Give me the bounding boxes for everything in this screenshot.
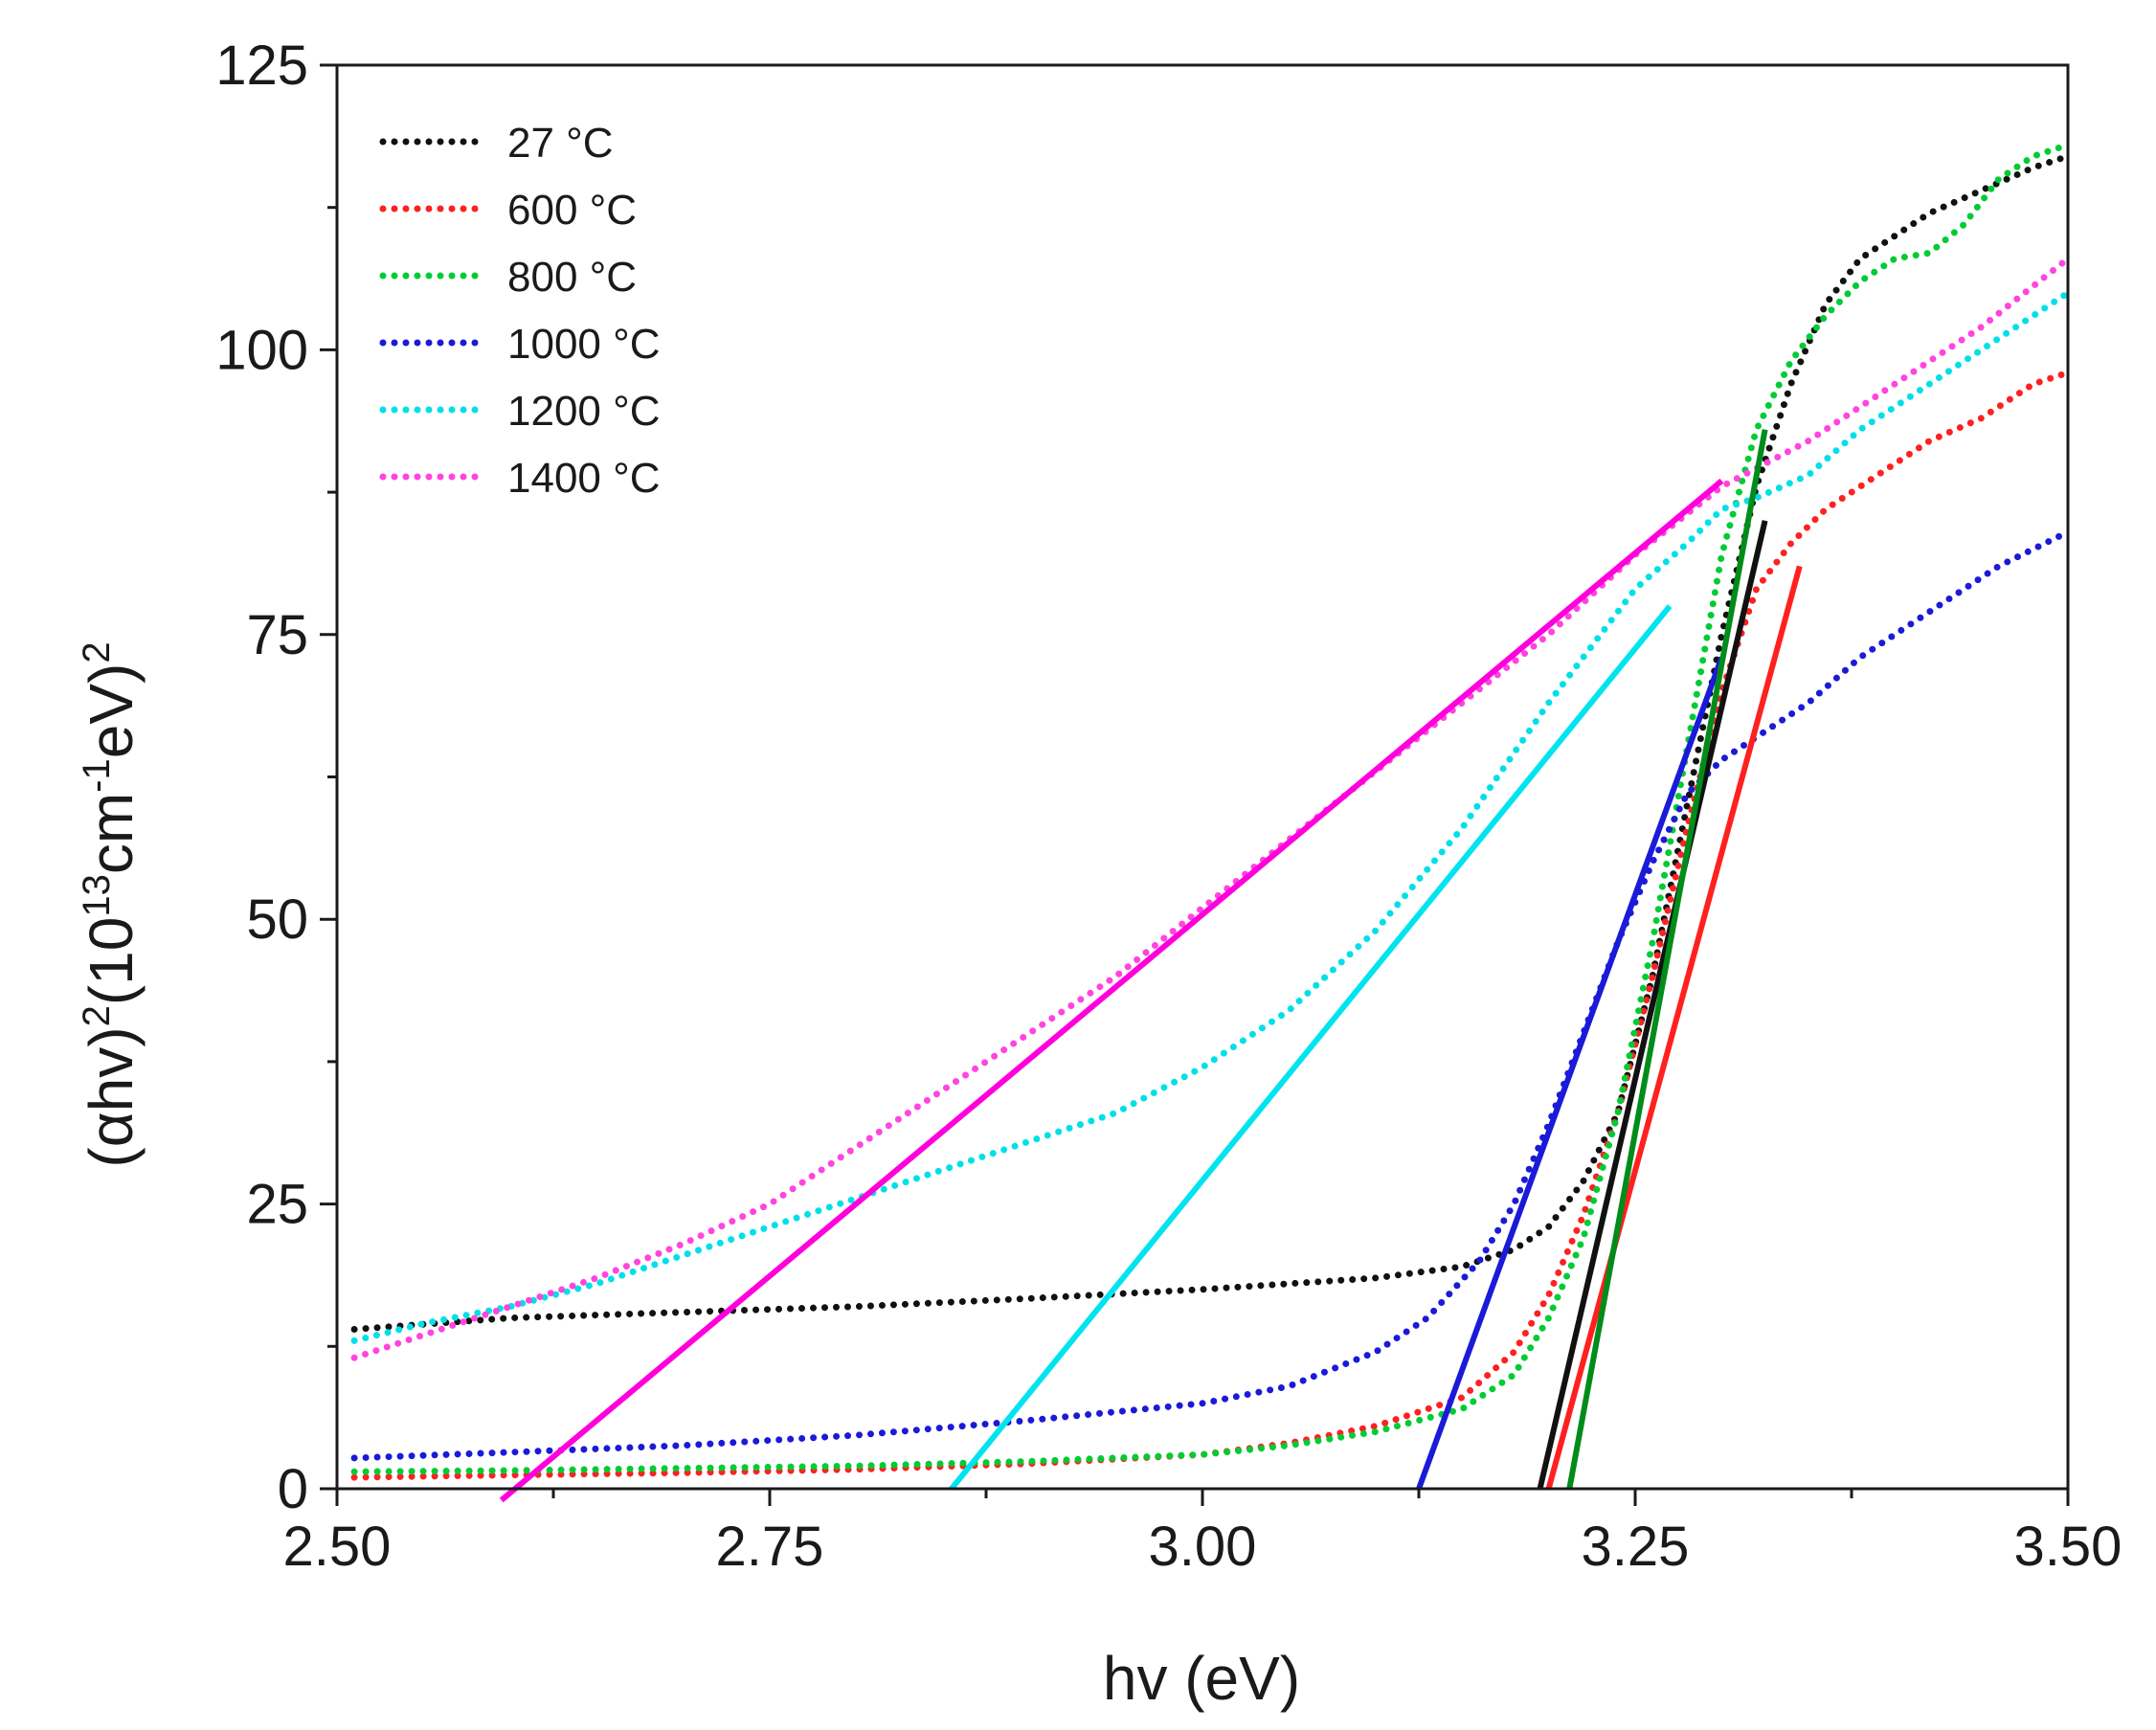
x-tick-label: 3.25 — [1582, 1516, 1690, 1578]
series-1200-c-line — [350, 289, 2072, 1344]
fit-line-600-c-fit — [1545, 565, 1803, 1490]
fit-line-1200-c-fit — [949, 604, 1673, 1491]
x-tick-label: 3.50 — [2014, 1516, 2122, 1578]
legend-label: 1400 °C — [507, 455, 660, 502]
y-tick-labels: 0 25 50 75 100 125 — [215, 34, 308, 1520]
y-tick-label: 100 — [215, 319, 308, 381]
legend: 27 °C 600 °C 800 °C 1000 °C 1200 °C 1400 °C — [379, 120, 660, 502]
y-tick-label: 0 — [278, 1458, 308, 1520]
y-tick-label: 125 — [215, 34, 308, 97]
y-tick-label: 50 — [246, 888, 308, 951]
x-tick-label: 2.75 — [716, 1516, 824, 1578]
fit-lines — [499, 429, 1803, 1503]
legend-label: 800 °C — [507, 254, 637, 301]
x-tick-label: 3.00 — [1149, 1516, 1257, 1578]
fit-line-27-c-fit — [1537, 520, 1768, 1490]
legend-label: 600 °C — [507, 187, 637, 234]
x-axis-title: hv (eV) — [1103, 1644, 1300, 1713]
fit-line-1400-c-fit — [499, 478, 1724, 1503]
x-tick-label: 2.50 — [283, 1516, 392, 1578]
series-1400-c-line — [350, 255, 2072, 1361]
axis-ticks — [320, 63, 2070, 1506]
legend-label: 1200 °C — [507, 388, 660, 435]
legend-label: 1000 °C — [507, 321, 660, 368]
y-tick-label: 75 — [246, 604, 308, 666]
fit-line-800-c-fit — [1566, 429, 1768, 1490]
y-tick-label: 25 — [246, 1174, 308, 1236]
series-800-c-line — [350, 141, 2072, 1475]
fit-line-1000-c-fit — [1416, 656, 1725, 1491]
data-layer — [350, 141, 2072, 1481]
x-tick-labels: 2.50 2.75 3.00 3.25 3.50 — [283, 1516, 2122, 1578]
legend-label: 27 °C — [507, 120, 614, 167]
y-axis-title: (αhv)2(1013cm-1eV)2 — [76, 641, 146, 1167]
